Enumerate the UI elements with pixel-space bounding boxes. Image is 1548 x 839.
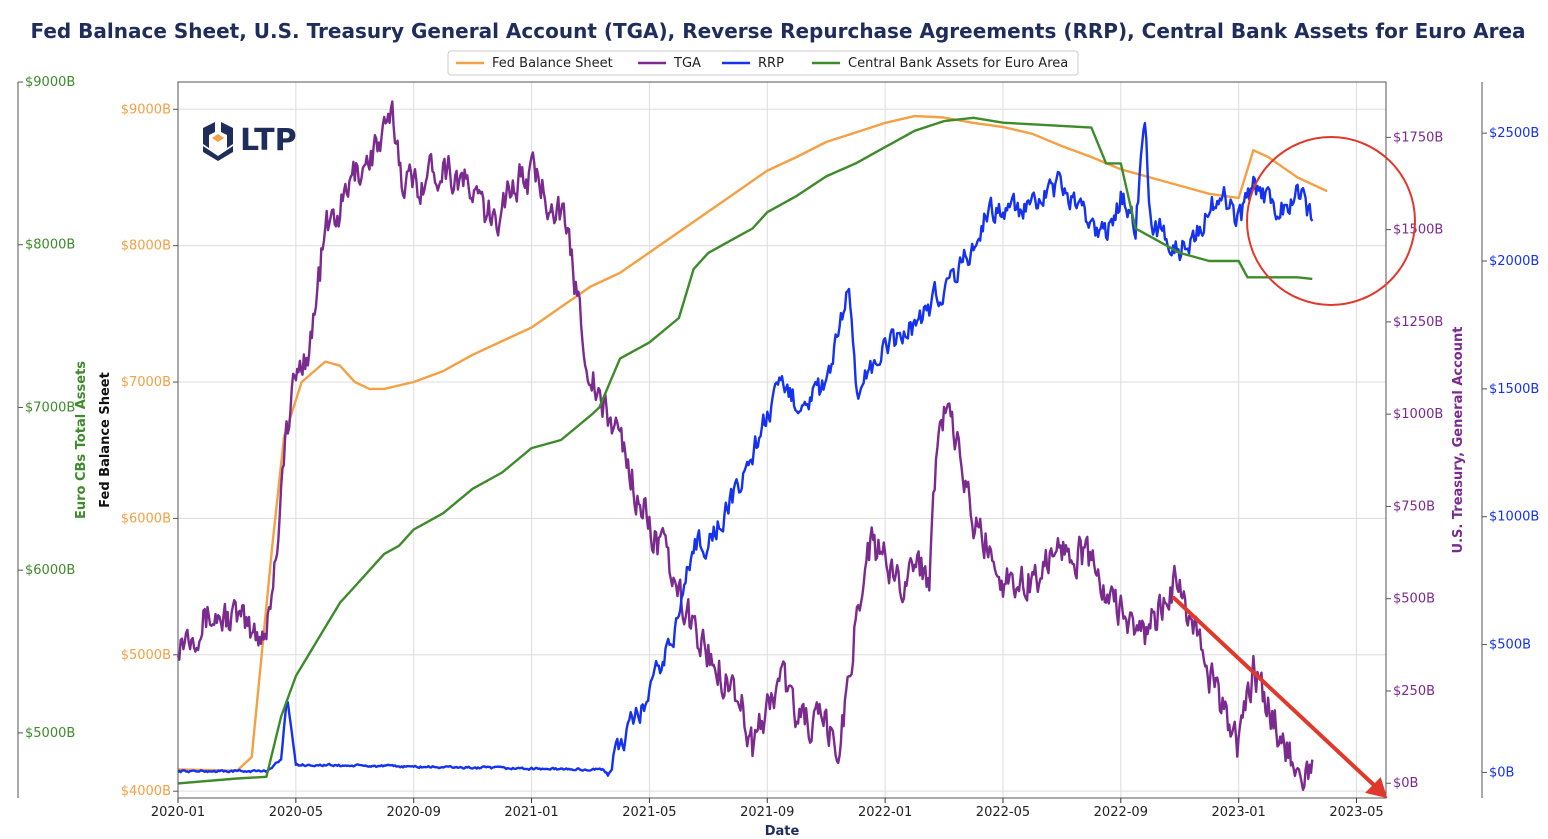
euro-axis-tick-label: $5000B <box>25 726 75 741</box>
legend-label: Fed Balance Sheet <box>492 56 613 71</box>
annotation-circle <box>1246 136 1416 306</box>
rrp-axis-tick-label: $1500B <box>1489 382 1539 397</box>
fed-axis-tick-label: $7000B <box>121 375 171 390</box>
tga-axis-tick-label: $1500B <box>1393 223 1443 238</box>
series-line-0 <box>177 114 1328 772</box>
tga-axis-tick-label: $0B <box>1393 776 1418 791</box>
fed-axis-tick-label: $4000B <box>121 784 171 799</box>
ltp-logo-text: LTP <box>240 123 297 158</box>
fed-axis-label: Fed Balance Sheet <box>98 372 113 508</box>
legend-label: TGA <box>673 56 701 71</box>
euro-axis-tick-label: $8000B <box>25 238 75 253</box>
rrp-axis-tick-label: $500B <box>1489 638 1531 653</box>
x-tick-label: 2020-01 <box>151 805 205 820</box>
grid <box>177 82 1386 798</box>
legend: Fed Balance Sheet TGA RRP Central Bank Asse… <box>447 50 1079 76</box>
x-tick-label: 2021-05 <box>622 805 676 820</box>
tga-axis-label: U.S. Treasury, General Account <box>1451 327 1466 554</box>
series-line-3 <box>177 116 1313 785</box>
tga-axis-tick-label: $1000B <box>1393 407 1443 422</box>
legend-box <box>447 50 1079 76</box>
tga-axis-tick-label: $250B <box>1393 684 1435 699</box>
x-tick-label: 2023-01 <box>1212 805 1266 820</box>
fed-axis-tick-label: $6000B <box>121 511 171 526</box>
x-tick-label: 2021-01 <box>504 805 558 820</box>
legend-label: Central Bank Assets for Euro Area <box>848 56 1068 71</box>
rrp-axis-tick-label: $1000B <box>1489 510 1539 525</box>
x-tick-label: 2020-05 <box>269 805 323 820</box>
x-tick-label: 2021-09 <box>740 805 794 820</box>
fed-axis-tick-label: $9000B <box>121 102 171 117</box>
x-tick-label: 2022-09 <box>1094 805 1148 820</box>
x-tick-label: 2022-05 <box>976 805 1030 820</box>
ltp-logo: LTP <box>203 122 297 161</box>
tga-axis-tick-label: $750B <box>1393 499 1435 514</box>
rrp-axis-tick-label: $2500B <box>1489 126 1539 141</box>
tga-axis-tick-label: $1250B <box>1393 315 1443 330</box>
fed-axis-tick-label: $8000B <box>121 239 171 254</box>
axes: 2020-01 2020-05 2020-09 2021-01 2021-05 2021-… <box>17 75 1539 820</box>
euro-axis-tick-label: $9000B <box>25 75 75 90</box>
euro-axis-tick-label: $7000B <box>25 400 75 415</box>
series-line-2 <box>177 121 1314 777</box>
annotation-arrow <box>1172 596 1388 799</box>
plot-area <box>177 81 1387 799</box>
chart-title: Fed Balnace Sheet, U.S. Treasury General… <box>30 19 1525 43</box>
ltp-logo-mark <box>203 122 233 161</box>
tga-axis-tick-label: $500B <box>1393 592 1435 607</box>
x-tick-label: 2022-01 <box>858 805 912 820</box>
tga-axis-tick-label: $1750B <box>1393 130 1443 145</box>
x-axis-label: Date <box>765 824 800 839</box>
rrp-axis-tick-label: $2000B <box>1489 254 1539 269</box>
series-layer <box>176 100 1328 791</box>
rrp-axis-tick-label: $0B <box>1489 765 1514 780</box>
euro-axis-tick-label: $6000B <box>25 563 75 578</box>
x-tick-label: 2020-09 <box>387 805 441 820</box>
euro-axis-label: Euro CBs Total Assets <box>74 361 89 519</box>
x-tick-label: 2023-05 <box>1329 805 1383 820</box>
legend-label: RRP <box>758 56 784 71</box>
series-line-1 <box>176 100 1314 791</box>
fed-axis-tick-label: $5000B <box>121 648 171 663</box>
